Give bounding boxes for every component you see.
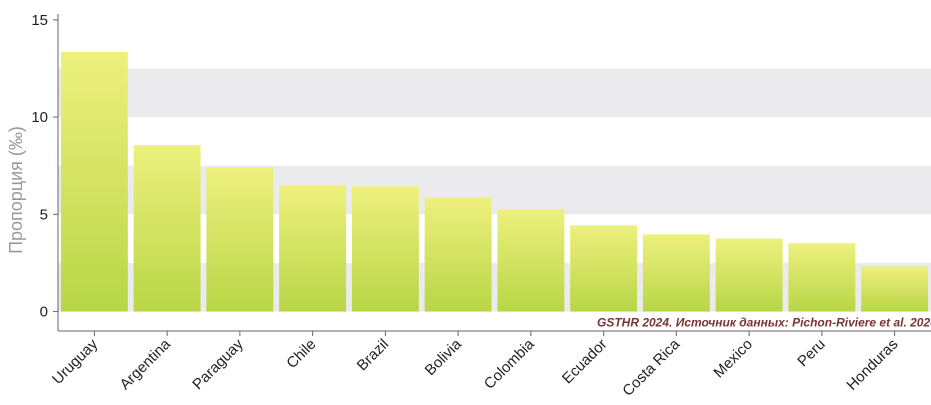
x-tick-label: Brazil (354, 336, 393, 375)
bar (424, 197, 492, 312)
bar (206, 167, 274, 312)
bar (60, 51, 128, 312)
x-tick-label: Mexico (710, 336, 756, 382)
bar (642, 234, 710, 312)
bar (570, 225, 638, 312)
y-axis-label: Пропорция (‰) (6, 126, 26, 254)
bar (497, 209, 565, 312)
grid-band (58, 68, 931, 118)
bar (788, 243, 856, 312)
annotation: GSTHR 2024. Источник данных: Pichon-Rivi… (597, 316, 931, 330)
x-tick-label: Costa Rica (619, 335, 683, 399)
bar (133, 145, 201, 312)
x-tick-label: Bolivia (422, 335, 466, 379)
y-tick-label: 10 (31, 109, 48, 126)
x-tick-label: Ecuador (559, 336, 611, 388)
x-tick-label: Uruguay (49, 335, 101, 387)
x-tick-label: Peru (794, 336, 828, 370)
y-tick-label: 15 (31, 12, 48, 29)
bar (351, 186, 419, 312)
grid-band (58, 262, 931, 312)
x-tick-label: Honduras (843, 336, 901, 394)
x-tick-label: Paraguay (189, 335, 247, 393)
bar (279, 185, 347, 312)
y-tick-label: 0 (40, 304, 48, 321)
x-tick-label: Chile (283, 336, 319, 372)
y-tick-label: 5 (40, 206, 48, 223)
bar (861, 266, 929, 312)
x-tick-label: Argentina (117, 335, 175, 393)
grid-band (58, 165, 931, 215)
x-tick-label: Colombia (481, 335, 538, 392)
bar (715, 238, 783, 312)
